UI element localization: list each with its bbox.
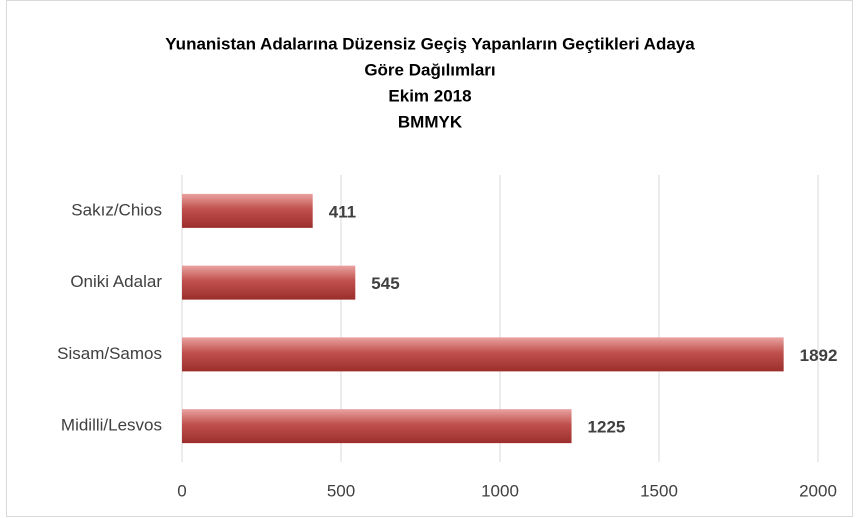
x-tick-label: 0 bbox=[177, 481, 186, 500]
bar bbox=[182, 193, 313, 228]
x-tick-label: 1000 bbox=[481, 481, 519, 500]
y-tick-label: Sisam/Samos bbox=[57, 344, 162, 363]
chart-title: BMMYK bbox=[398, 112, 463, 131]
bar bbox=[182, 409, 572, 444]
value-label: 1892 bbox=[800, 346, 838, 365]
x-tick-label: 2000 bbox=[799, 481, 837, 500]
x-tick-label: 1500 bbox=[640, 481, 678, 500]
value-label: 411 bbox=[329, 202, 356, 221]
bar bbox=[182, 265, 356, 300]
chart-title: Göre Dağılımları bbox=[364, 60, 495, 79]
y-tick-label: Sakız/Chios bbox=[71, 200, 162, 219]
chart-title: Ekim 2018 bbox=[388, 86, 471, 105]
bar bbox=[182, 337, 784, 372]
y-tick-label: Midilli/Lesvos bbox=[61, 416, 162, 435]
value-label: 1225 bbox=[588, 418, 626, 437]
x-tick-label: 500 bbox=[327, 481, 355, 500]
y-tick-label: Oniki Adalar bbox=[70, 272, 162, 291]
chart-title: Yunanistan Adalarına Düzensiz Geçiş Yapa… bbox=[165, 34, 695, 53]
value-label: 545 bbox=[371, 274, 399, 293]
